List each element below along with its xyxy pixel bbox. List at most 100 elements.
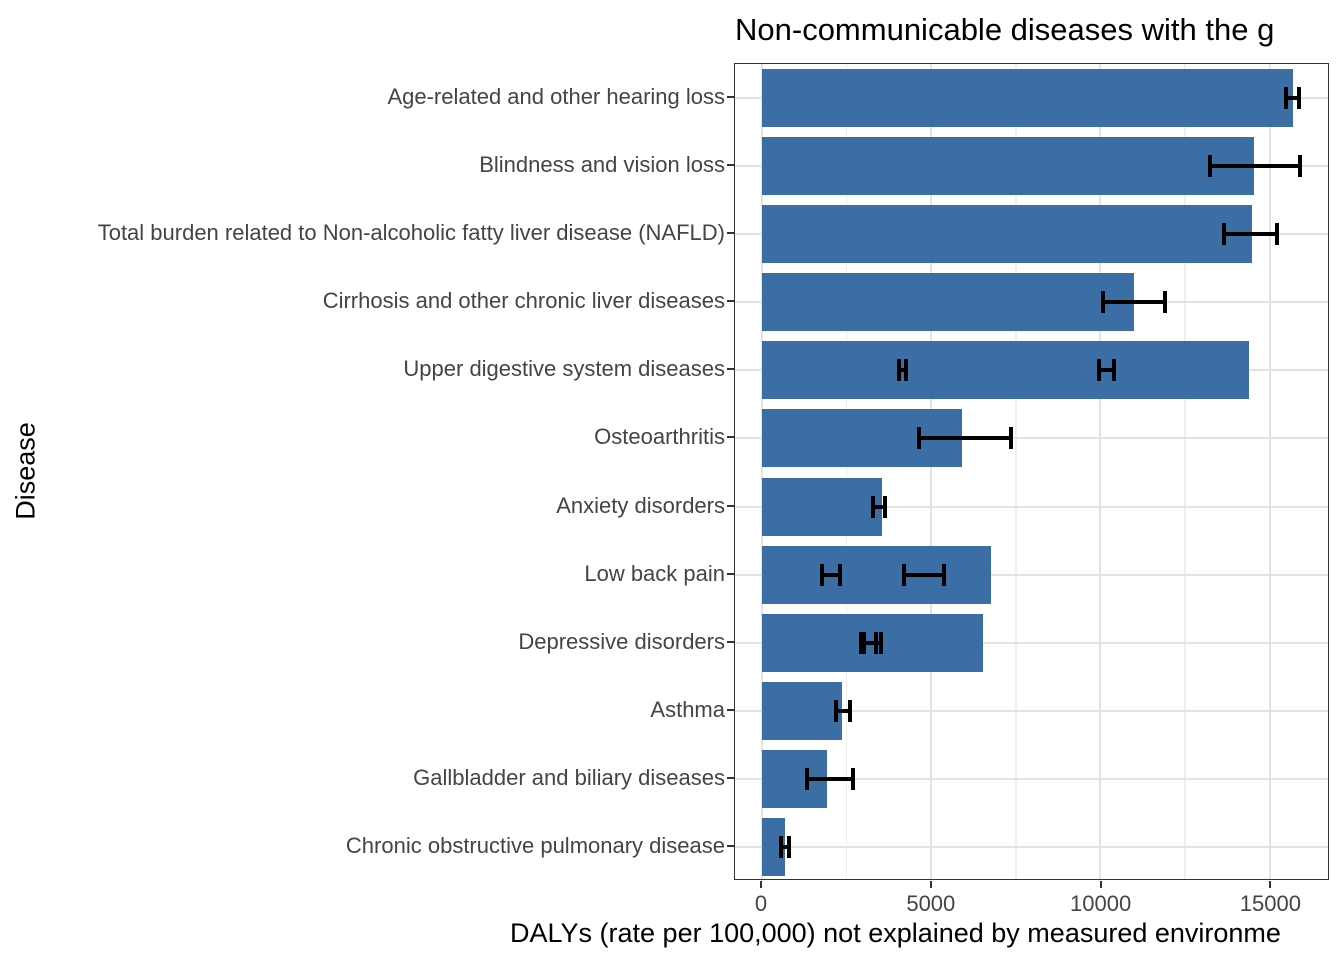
y-tick-mark — [727, 844, 734, 847]
bar — [761, 341, 1249, 400]
plot-panel — [734, 63, 1329, 880]
error-bar-cap-right — [1163, 291, 1168, 314]
x-tick-label: 15000 — [1239, 891, 1301, 916]
category-label: Blindness and vision loss — [479, 152, 725, 178]
error-bar-line — [1283, 96, 1302, 101]
error-bar-cap-right — [879, 631, 884, 654]
error-bar-line — [917, 436, 1014, 441]
category-label: Total burden related to Non-alcoholic fa… — [97, 220, 725, 246]
gridline-major-horizontal — [735, 573, 1328, 576]
category-label: Upper digestive system diseases — [403, 356, 725, 382]
error-bar-cap-right — [942, 563, 947, 586]
gridline-major-horizontal — [735, 777, 1328, 780]
error-bar — [917, 427, 1014, 450]
gridline-minor-vertical — [845, 64, 848, 879]
error-bar-cap-right — [903, 359, 908, 382]
gridline-major-horizontal — [735, 845, 1328, 848]
error-bar — [862, 631, 884, 654]
error-bar-line — [902, 572, 947, 577]
x-tick-mark — [1269, 881, 1272, 888]
error-bar-line — [862, 640, 884, 645]
error-bar-cap-right — [847, 699, 852, 722]
error-bar-cap-right — [787, 835, 792, 858]
gridline-major-horizontal — [735, 505, 1328, 508]
error-bar-line — [1101, 300, 1168, 305]
bar — [761, 137, 1255, 196]
error-bar — [820, 563, 843, 586]
category-label: Chronic obstructive pulmonary disease — [345, 832, 725, 858]
error-bar-cap-right — [1275, 223, 1280, 246]
y-tick-mark — [727, 368, 734, 371]
bar — [761, 545, 992, 604]
category-label: Asthma — [650, 696, 725, 722]
y-tick-mark — [727, 776, 734, 779]
error-bar-cap-right — [1111, 359, 1116, 382]
category-label: Osteoarthritis — [594, 424, 725, 450]
x-axis: 0 5000 10000 15000 — [734, 881, 1329, 951]
bar — [761, 681, 843, 740]
bar — [761, 273, 1135, 332]
error-bar-cap-right — [850, 767, 855, 790]
y-axis-tick-marks — [727, 63, 734, 880]
x-tick-mark — [929, 881, 932, 888]
y-tick-mark — [727, 164, 734, 167]
category-label: Gallbladder and biliary diseases — [413, 764, 725, 790]
y-tick-mark — [727, 96, 734, 99]
y-axis-category-labels: Age-related and other hearing loss Blindn… — [0, 63, 725, 880]
y-tick-mark — [727, 708, 734, 711]
error-bar-line — [834, 708, 852, 713]
error-bar-cap-right — [838, 563, 843, 586]
bar — [761, 817, 786, 876]
gridline-minor-vertical — [1184, 64, 1186, 879]
gridline-major-vertical — [760, 64, 763, 879]
plot-title: Non-communicable diseases with the g — [735, 12, 1275, 47]
error-bar-line — [778, 844, 792, 849]
x-axis-title: DALYs (rate per 100,000) not explained b… — [510, 918, 1281, 948]
error-bar-line — [870, 504, 888, 509]
y-tick-mark — [727, 232, 734, 235]
error-bar-line — [804, 776, 855, 781]
y-tick-mark — [727, 300, 734, 303]
gridline-major-horizontal — [735, 437, 1328, 440]
error-bar — [897, 359, 908, 382]
error-bar-line — [1222, 232, 1280, 237]
error-bar-cap-right — [883, 495, 888, 518]
error-bar-line — [897, 368, 908, 373]
y-tick-mark — [727, 504, 734, 507]
x-tick-label: 10000 — [1070, 891, 1132, 916]
error-bar-cap-right — [1298, 155, 1303, 178]
y-tick-mark — [727, 436, 734, 439]
error-bar — [870, 495, 888, 518]
category-label: Depressive disorders — [518, 628, 725, 654]
gridline-major-horizontal — [735, 641, 1328, 644]
error-bar — [1207, 155, 1303, 178]
gridline-major-vertical — [1099, 64, 1102, 879]
error-bar-cap-right — [1009, 427, 1014, 450]
bar — [761, 69, 1294, 128]
x-tick-mark — [1099, 881, 1102, 888]
x-tick-label: 5000 — [906, 891, 956, 916]
error-bar — [1096, 359, 1116, 382]
error-bar-line — [820, 572, 843, 577]
x-tick-label: 0 — [754, 891, 768, 916]
error-bar — [1101, 291, 1168, 314]
category-label: Low back pain — [584, 560, 725, 586]
y-tick-mark — [727, 640, 734, 643]
gridline-minor-vertical — [1015, 64, 1017, 879]
error-bar — [804, 767, 855, 790]
y-tick-mark — [727, 572, 734, 575]
gridline-major-vertical — [1268, 64, 1271, 879]
category-label: Anxiety disorders — [556, 492, 725, 518]
gridline-major-vertical — [930, 64, 933, 879]
error-bar-cap-right — [1297, 87, 1302, 110]
error-bar — [834, 699, 852, 722]
error-bar — [1222, 223, 1280, 246]
error-bar — [1283, 87, 1302, 110]
error-bar — [778, 835, 792, 858]
error-bar — [902, 563, 947, 586]
error-bar-line — [1096, 368, 1116, 373]
bar — [761, 205, 1252, 264]
category-label: Age-related and other hearing loss — [387, 84, 725, 110]
error-bar-line — [1207, 164, 1303, 169]
category-label: Cirrhosis and other chronic liver diseas… — [322, 288, 725, 314]
